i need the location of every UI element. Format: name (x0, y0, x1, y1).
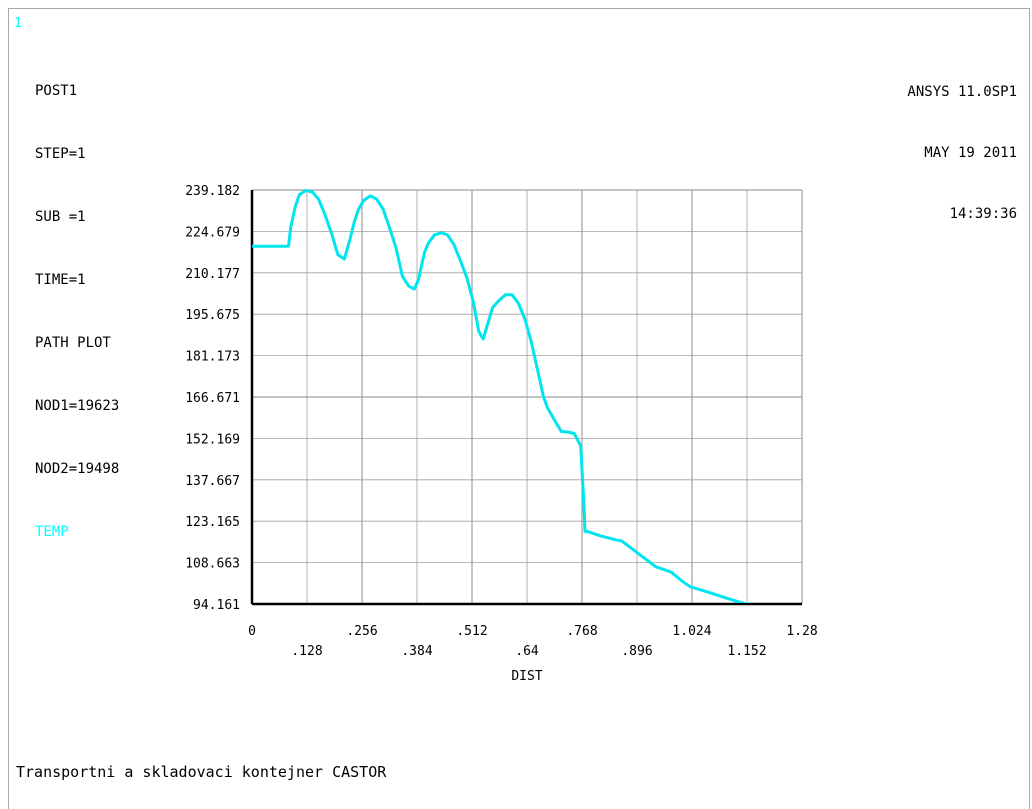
x-tick-label: .896 (621, 644, 652, 659)
run-time: 14:39:36 (949, 206, 1017, 222)
y-tick-label: 239.182 (185, 184, 240, 199)
step-label: STEP=1 (35, 146, 86, 162)
substep-label: SUB =1 (35, 209, 86, 225)
y-tick-label: 224.679 (185, 225, 240, 240)
temp-series-line (252, 189, 753, 603)
item-label: TEMP (35, 524, 69, 540)
x-tick-label: .768 (566, 624, 597, 639)
x-tick-label: .384 (401, 644, 432, 659)
x-tick-label: 1.024 (672, 624, 711, 639)
plot-type-label: PATH PLOT (35, 335, 111, 351)
node1-label: NOD1=19623 (35, 398, 120, 414)
path-plot-chart: 94.161 108.663 123.165 137.667 152.169 166.67… (185, 184, 817, 684)
time-label: TIME=1 (35, 272, 86, 288)
x-tick-label: .128 (291, 644, 322, 659)
node2-label: NOD2=19498 (35, 461, 120, 477)
y-tick-label: 94.161 (193, 598, 240, 613)
plot-window-frame (8, 8, 1030, 809)
x-tick-label: .512 (456, 624, 487, 639)
y-tick-label: 195.675 (185, 308, 240, 323)
x-axis-label: DIST (511, 669, 542, 684)
module-label: POST1 (35, 83, 78, 99)
model-title: Transportni a skladovaci kontejner CASTO… (16, 763, 387, 781)
run-date: MAY 19 2011 (924, 145, 1017, 161)
x-tick-label: 0 (248, 624, 256, 639)
x-tick-label: .64 (515, 644, 539, 659)
x-tick-label: 1.28 (786, 624, 817, 639)
version-block: ANSYS 11.0SP1 MAY 19 2011 14:39:36 (907, 42, 1017, 245)
y-tick-label: 123.165 (185, 515, 240, 530)
product-version: ANSYS 11.0SP1 (907, 84, 1017, 100)
y-tick-label: 181.173 (185, 350, 240, 365)
y-tick-label: 108.663 (185, 557, 240, 572)
window-number: 1 (14, 16, 22, 31)
y-tick-label: 137.667 (185, 474, 240, 489)
y-tick-label: 166.671 (185, 391, 240, 406)
result-info-block: POST1 STEP=1 SUB =1 TIME=1 PATH PLOT NOD… (35, 40, 119, 564)
x-tick-label: .256 (346, 624, 377, 639)
x-tick-label: 1.152 (727, 644, 766, 659)
y-tick-label: 152.169 (185, 432, 240, 447)
y-tick-label: 210.177 (185, 267, 240, 282)
